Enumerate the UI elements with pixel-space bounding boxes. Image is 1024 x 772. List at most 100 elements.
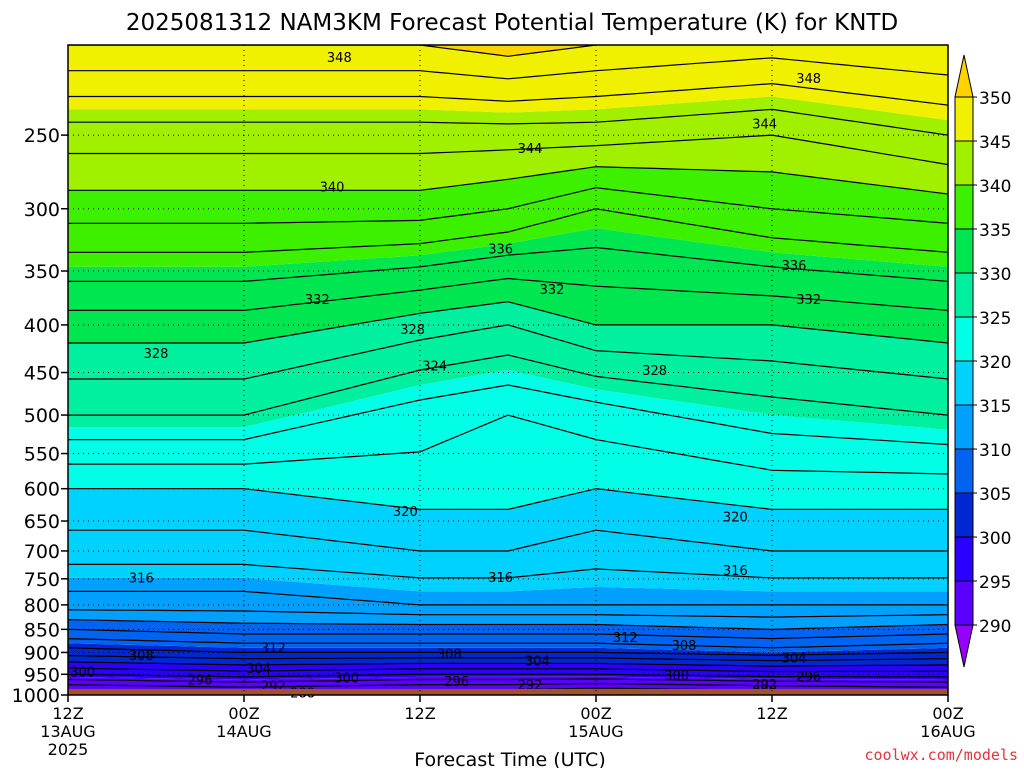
contour-label: 320	[393, 505, 418, 520]
theta-band-above-350	[68, 45, 948, 57]
contour-label-text: 336	[488, 242, 513, 257]
x-tick-label: 12Z	[756, 704, 787, 723]
contour-label-text: 308	[437, 647, 462, 662]
contour-label-text: 348	[327, 51, 352, 66]
contour-label-text: 300	[70, 666, 95, 681]
isentrope-308	[68, 628, 948, 640]
contour-label-text: 316	[129, 572, 154, 587]
y-tick-label: 800	[24, 595, 60, 617]
contour-label-text: 316	[723, 564, 748, 579]
isentrope-340	[68, 166, 948, 195]
contour-label: 340	[320, 181, 345, 196]
x-tick-label: 12Z	[404, 704, 435, 723]
y-tick-label: 450	[24, 363, 60, 385]
isentrope-294	[68, 678, 948, 683]
contour-label: 332	[540, 283, 565, 298]
contour-label-text: 328	[144, 347, 169, 362]
x-tick-label: 00Z	[228, 704, 259, 723]
x-tick-label: 16AUG	[920, 722, 975, 741]
contour-label-text: 332	[796, 293, 821, 308]
contour-label: 296	[188, 673, 213, 688]
y-tick-label: 650	[24, 511, 60, 533]
contour-label: 336	[488, 242, 513, 257]
colorbar-max-arrow	[954, 54, 974, 98]
isentrope-292	[68, 682, 948, 688]
contour-label-text: 296	[188, 673, 213, 688]
colorbar-label: 340	[979, 177, 1011, 197]
isentrope-346	[68, 82, 948, 106]
contour-label-text: 320	[723, 511, 748, 526]
colorbar-label: 290	[979, 617, 1011, 637]
contour-label: 316	[129, 572, 154, 587]
contour-label: 320	[723, 511, 748, 526]
x-tick-label: 14AUG	[216, 722, 271, 741]
x-tick-label: 15AUG	[568, 722, 623, 741]
y-tick-label: 550	[24, 444, 60, 466]
contour-label: 332	[796, 293, 821, 308]
isentrope-336	[68, 208, 948, 253]
isentrope-320	[68, 488, 948, 510]
colorbar-label: 330	[979, 265, 1011, 285]
contour-label-text: 328	[642, 364, 667, 379]
contour-label-text: 340	[320, 181, 345, 196]
colorbar-label: 305	[979, 485, 1011, 505]
colorbar-label: 300	[979, 529, 1011, 549]
credit-label: coolwx.com/models	[864, 746, 1018, 764]
y-tick-label: 700	[24, 541, 60, 563]
contour-label: 296	[444, 675, 469, 690]
contour-label: 312	[613, 631, 638, 646]
contour-label: 308	[437, 647, 462, 662]
colorbar-label: 320	[979, 353, 1011, 373]
contour-label-text: 332	[540, 283, 565, 298]
colorbar-segment	[954, 580, 974, 626]
credit-text: coolwx.com/models	[864, 746, 1018, 764]
y-tick-label: 950	[24, 664, 60, 686]
contour-label-text: 308	[129, 649, 154, 664]
y-tick-label: 1000	[12, 685, 60, 707]
theta-band-335-340	[68, 166, 948, 267]
theta-band-325-330	[68, 301, 948, 430]
contour-label: 304	[525, 654, 550, 669]
plot-frame	[67, 44, 949, 696]
colorbar-segment	[954, 404, 974, 450]
contour-label-text: 304	[246, 662, 271, 677]
colorbar-label: 295	[979, 573, 1011, 593]
x-axis-label: Forecast Time (UTC)	[414, 749, 605, 768]
contour-label: 328	[642, 364, 667, 379]
contour-label: 328	[144, 347, 169, 362]
isentrope-350	[68, 45, 948, 57]
isentrope-330	[68, 301, 948, 344]
colorbar-segment	[954, 536, 974, 582]
contour-label: 348	[327, 51, 352, 66]
contour-label: 348	[796, 72, 821, 87]
contour-label-text: 308	[672, 639, 697, 654]
contour-label: 316	[723, 564, 748, 579]
isentrope-348	[68, 57, 948, 80]
colorbar-segment	[954, 228, 974, 274]
contour-label: 300	[70, 666, 95, 681]
contour-label: 312	[261, 641, 286, 656]
theta-band-340-345	[68, 96, 948, 194]
contour-label-text: 312	[261, 641, 286, 656]
contour-label-text: 348	[796, 72, 821, 87]
contour-label-text: 296	[444, 675, 469, 690]
contour-label-text: 312	[613, 631, 638, 646]
colorbar-label: 310	[979, 441, 1011, 461]
y-tick-label: 400	[24, 315, 60, 337]
contour-label-text: 320	[393, 505, 418, 520]
theta-band-330-335	[68, 228, 948, 343]
theta-band-315-320	[68, 488, 948, 592]
isentrope-312	[68, 609, 948, 618]
contour-label-text: 344	[752, 118, 777, 133]
x-tick-label: 13AUG	[40, 722, 95, 741]
contour-label: 308	[129, 649, 154, 664]
contour-label-text: 332	[305, 293, 330, 308]
colorbar-segment	[954, 96, 974, 142]
colorbar-label: 350	[979, 89, 1011, 109]
contour-label-text: 336	[782, 259, 807, 274]
ground-surface	[68, 688, 948, 695]
y-tick-label: 900	[24, 642, 60, 664]
